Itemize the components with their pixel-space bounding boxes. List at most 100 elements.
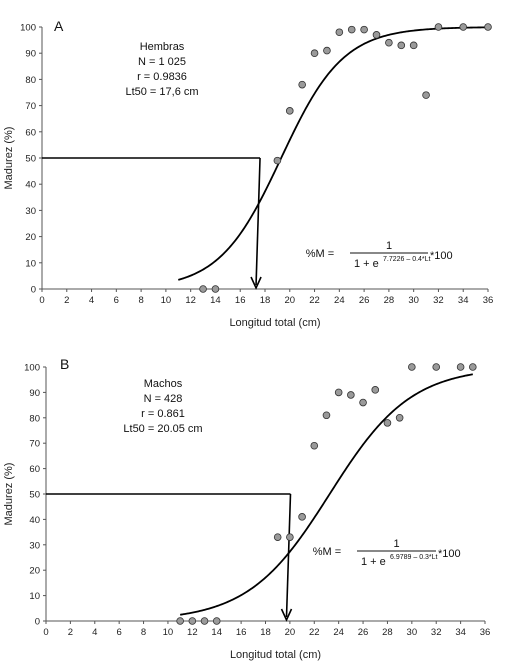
x-tick-label: 18 [260, 627, 271, 638]
x-tick-label: 30 [408, 295, 419, 306]
data-point [298, 80, 306, 89]
formula-lhs: %M = [306, 248, 334, 260]
y-tick-label: 0 [31, 285, 36, 296]
y-tick-label: 10 [29, 591, 40, 602]
y-tick-label: 80 [29, 413, 40, 424]
x-tick-label: 2 [64, 295, 69, 306]
y-tick-label: 40 [25, 180, 36, 191]
x-tick-label: 10 [161, 295, 172, 306]
data-point [456, 363, 465, 371]
stats-line: Lt50 = 20.05 cm [123, 423, 202, 435]
x-tick-label: 26 [358, 627, 369, 638]
stats-line: Machos [144, 378, 183, 390]
y-tick-label: 0 [35, 617, 40, 628]
lt50-arrow-head [280, 608, 293, 622]
stats-line: Hembras [140, 41, 185, 53]
data-point [371, 386, 380, 394]
x-tick-label: 4 [89, 295, 94, 306]
x-tick-label: 18 [260, 295, 271, 306]
x-tick-label: 22 [309, 295, 320, 306]
data-point [360, 25, 368, 34]
data-point [273, 156, 282, 165]
data-point [422, 91, 430, 99]
data-point [409, 41, 418, 50]
stats-line: Lt50 = 17,6 cm [125, 86, 198, 98]
data-point [322, 411, 331, 420]
x-tick-label: 20 [285, 627, 296, 638]
stats-line: r = 0.861 [141, 408, 185, 420]
data-point [432, 363, 441, 371]
data-point [285, 107, 294, 115]
logistic-curve [180, 373, 473, 616]
formula: %M = 1 1 + e 6.9789 – 0.3*Lt *100 [313, 538, 461, 568]
data-point [176, 617, 184, 625]
data-point [334, 388, 343, 397]
panel-letter: B [60, 356, 69, 372]
x-tick-label: 20 [284, 295, 295, 306]
panel-letter: A [54, 18, 64, 34]
x-tick-label: 6 [114, 295, 119, 306]
data-point [211, 285, 220, 293]
data-point [397, 41, 406, 50]
x-tick-label: 16 [235, 295, 246, 306]
y-tick-label: 50 [25, 154, 36, 165]
formula-denominator: 1 + e [354, 258, 379, 270]
formula-denominator: 1 + e [361, 556, 386, 568]
data-point [310, 49, 319, 57]
x-tick-label: 0 [43, 627, 48, 638]
x-tick-label: 8 [138, 295, 143, 306]
y-tick-label: 90 [25, 49, 36, 60]
data-point [273, 533, 282, 541]
formula-exponent: 7.7226 – 0.4*Lt [383, 256, 431, 263]
data-point [385, 38, 393, 47]
data-point [395, 413, 404, 422]
x-tick-label: 14 [211, 627, 222, 638]
x-tick-label: 6 [117, 627, 122, 638]
data-point [359, 398, 367, 407]
formula-numerator: 1 [386, 240, 392, 252]
data-point [199, 285, 207, 293]
y-tick-label: 80 [25, 75, 36, 86]
x-axis-title: Longitud total (cm) [229, 317, 320, 329]
data-point [484, 23, 492, 31]
y-tick-label: 10 [25, 258, 36, 269]
x-tick-label: 2 [68, 627, 73, 638]
data-point [335, 28, 344, 37]
x-tick-label: 34 [455, 627, 466, 638]
y-tick-label: 70 [25, 101, 36, 112]
y-tick-label: 100 [20, 23, 36, 34]
lt50-arrow-head [250, 276, 262, 290]
data-point [347, 391, 355, 399]
y-tick-label: 50 [29, 490, 40, 501]
data-point [188, 617, 197, 625]
data-point [434, 23, 443, 31]
formula-exponent: 6.9789 – 0.3*Lt [390, 554, 438, 561]
y-tick-label: 30 [29, 540, 40, 551]
y-tick-label: 60 [29, 464, 40, 475]
lt50-arrow-shaft [255, 157, 261, 286]
stats-line: N = 428 [144, 393, 183, 405]
y-tick-label: 40 [29, 515, 40, 526]
x-tick-label: 4 [92, 627, 97, 638]
x-tick-label: 14 [210, 295, 221, 306]
data-point [310, 441, 319, 450]
x-axis-title: Longitud total (cm) [230, 649, 321, 661]
data-point [408, 363, 416, 371]
x-tick-label: 12 [185, 295, 196, 306]
lt50-arrow-shaft [285, 493, 292, 618]
y-tick-label: 100 [24, 363, 40, 374]
y-tick-label: 60 [25, 127, 36, 138]
x-tick-label: 16 [236, 627, 247, 638]
data-point [323, 46, 331, 55]
stats-line: N = 1 025 [138, 56, 186, 68]
data-point [383, 419, 392, 427]
x-tick-label: 28 [382, 627, 393, 638]
data-point [200, 617, 209, 625]
data-point [469, 363, 477, 371]
y-tick-label: 20 [25, 232, 36, 243]
x-tick-label: 34 [458, 295, 469, 306]
y-axis-title: Madurez (%) [3, 127, 15, 190]
